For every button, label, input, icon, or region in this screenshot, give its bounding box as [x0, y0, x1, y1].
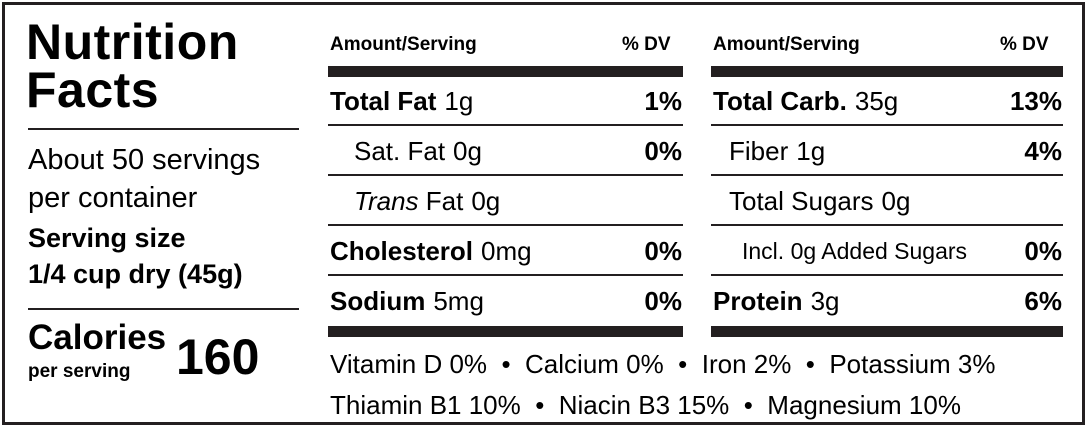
nutrient-row-added-sugars: Incl. 0g Added Sugars 0% — [742, 227, 1062, 275]
servings-line-1: About 50 servings — [28, 144, 261, 176]
nutrition-facts-title: Nutrition Facts — [26, 14, 239, 118]
nutrient-dv: 4% — [1024, 136, 1062, 166]
divider — [711, 224, 1063, 226]
title-line-1: Nutrition — [26, 14, 239, 70]
divider — [28, 308, 299, 310]
right-thick-rule — [711, 66, 1063, 77]
nutrient-row-total-sugars: Total Sugars 0g — [729, 177, 1062, 225]
nutrient-name: Fiber 1g — [729, 136, 826, 166]
nutrient-dv: 0% — [644, 286, 682, 316]
vitamins-line-2: Thiamin B1 10% • Niacin B3 15% • Magnesi… — [330, 390, 961, 420]
nutrient-name: Total Carb. 35g — [713, 86, 899, 116]
divider — [711, 274, 1063, 276]
nutrient-name: Total Sugars 0g — [729, 186, 911, 216]
nutrient-row-total-carb: Total Carb. 35g 13% — [713, 77, 1062, 125]
nutrient-name: Protein 3g — [713, 286, 840, 316]
divider — [328, 174, 683, 176]
nutrient-name: Total Fat 1g — [330, 86, 474, 116]
divider — [328, 274, 683, 276]
serving-size-value: 1/4 cup dry (45g) — [28, 259, 243, 289]
nutrient-name: Sat. Fat 0g — [354, 136, 482, 166]
title-line-2: Facts — [26, 62, 160, 118]
calories-per-serving: per serving — [28, 361, 131, 382]
serving-size-label: Serving size — [28, 223, 186, 253]
servings-per-container: About 50 servings per container — [28, 141, 260, 217]
nutrient-dv: 13% — [1009, 86, 1062, 116]
right-bottom-thick-rule — [711, 326, 1063, 337]
servings-line-2: per container — [28, 182, 198, 214]
left-bottom-thick-rule — [328, 326, 683, 337]
nutrient-row-sat-fat: Sat. Fat 0g 0% — [354, 127, 682, 175]
right-header-amount: Amount/Serving — [713, 34, 860, 55]
left-thick-rule — [328, 66, 683, 77]
nutrient-row-fiber: Fiber 1g 4% — [729, 127, 1062, 175]
nutrient-dv: 1% — [644, 86, 682, 116]
left-header-amount: Amount/Serving — [330, 34, 477, 55]
nutrient-name: Sodium 5mg — [330, 286, 484, 316]
vitamins-line-1: Vitamin D 0% • Calcium 0% • Iron 2% • Po… — [330, 349, 996, 379]
nutrient-dv: 0% — [644, 136, 682, 166]
divider — [328, 124, 683, 126]
serving-size: Serving size 1/4 cup dry (45g) — [28, 220, 243, 292]
nutrient-row-protein: Protein 3g 6% — [713, 277, 1062, 325]
divider — [28, 128, 299, 130]
calories-label: Calories — [28, 318, 167, 357]
nutrient-dv: 0% — [644, 236, 682, 266]
nutrient-row-sodium: Sodium 5mg 0% — [330, 277, 682, 325]
nutrient-row-cholesterol: Cholesterol 0mg 0% — [330, 227, 682, 275]
calories-value: 160 — [176, 329, 260, 385]
divider — [711, 174, 1063, 176]
nutrient-row-trans-fat: Trans Fat 0g — [354, 177, 682, 225]
right-header-dv: % DV — [1000, 34, 1049, 55]
nutrient-name: Cholesterol 0mg — [330, 236, 532, 266]
divider — [328, 224, 683, 226]
nutrient-row-total-fat: Total Fat 1g 1% — [330, 77, 682, 125]
nutrient-name: Incl. 0g Added Sugars — [742, 238, 968, 264]
nutrient-dv: 6% — [1024, 286, 1062, 316]
divider — [711, 124, 1063, 126]
left-header-dv: % DV — [622, 34, 671, 55]
nutrient-name: Trans Fat 0g — [354, 186, 501, 216]
nutrient-dv: 0% — [1024, 236, 1062, 266]
